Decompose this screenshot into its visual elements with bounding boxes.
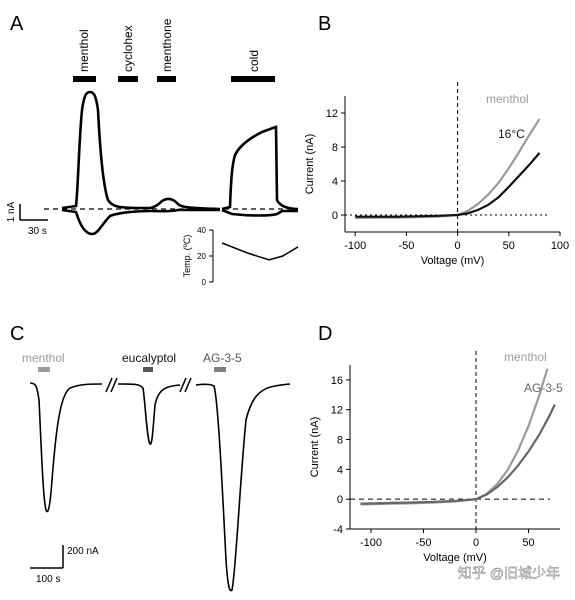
x-tick-label: 0 [455, 240, 461, 252]
x-tick-label: -50 [398, 240, 414, 252]
axis-break-mark [105, 377, 118, 393]
stimulus-bar-eucalyptol [143, 367, 153, 372]
panel-d: -4 0 4 8 12 16 -100 -50 0 50 Voltage (mV) Current (… [309, 350, 563, 564]
x-axis-label: Voltage (mV) [423, 552, 487, 564]
x-tick-label: -100 [360, 537, 382, 549]
series-label: AG-3-5 [524, 381, 563, 395]
current-scale-label: 200 nA [67, 546, 99, 557]
panel-c: menthol eucalyptol AG-3-5 200 nA 100 s [22, 351, 291, 592]
current-scale-label: 1 nA [6, 201, 17, 222]
x-tick-label: -100 [344, 240, 366, 252]
panel-d-letter: D [318, 323, 332, 345]
panel-a-letter: A [10, 13, 24, 35]
x-tick-label: 100 [551, 240, 569, 252]
stimulus-label-cyclohex: cyclohex [121, 25, 135, 72]
y-tick-label: 12 [331, 405, 343, 417]
cold-outward-trace [221, 125, 299, 211]
x-tick-label: 50 [522, 537, 534, 549]
menthol-current-trace [29, 382, 103, 513]
menthol-inward-trace [61, 208, 220, 236]
y-tick-label: 12 [326, 108, 338, 120]
stimulus-bar-menthol [73, 76, 96, 82]
watermark-text: 知乎 @旧城少年 [458, 565, 560, 581]
y-tick-label: 8 [332, 142, 338, 154]
time-scale-label: 100 s [36, 574, 60, 585]
stimulus-bar-menthone [157, 76, 176, 82]
series-line-menthol [360, 368, 549, 506]
panel-b: 0 4 8 12 -100 -50 0 50 100 Voltage (mV) Current (n… [304, 82, 569, 267]
menthol-outward-trace [61, 90, 221, 211]
temperature-trace [221, 242, 299, 261]
y-tick-label: 4 [332, 176, 338, 188]
series-label: menthol [486, 92, 529, 106]
series-label: 16°C [498, 127, 525, 141]
series-label: menthol [504, 350, 547, 364]
cold-inward-trace [221, 208, 298, 217]
x-tick-label: -50 [416, 537, 432, 549]
x-tick-label: 50 [503, 240, 515, 252]
panel-b-letter: B [318, 13, 331, 35]
y-tick-label: 16 [331, 375, 343, 387]
temperature-tick-label: 20 [197, 252, 206, 261]
stimulus-label-cold: cold [247, 50, 261, 72]
y-tick-label: 0 [332, 210, 338, 222]
stimulus-bar-cold [231, 76, 275, 82]
y-axis-label: Current (nA) [304, 134, 316, 195]
temperature-tick-label: 40 [197, 226, 206, 235]
x-tick-label: 0 [473, 537, 479, 549]
series-line-ag-3-5 [360, 404, 556, 505]
y-tick-label: -4 [333, 524, 343, 536]
stimulus-label-menthol: menthol [77, 29, 91, 72]
stimulus-label-eucalyptol: eucalyptol [122, 351, 176, 365]
stimulus-label-ag-3-5: AG-3-5 [203, 351, 242, 365]
stimulus-label-menthone: menthone [160, 18, 174, 72]
y-axis-label: Current (nA) [309, 417, 321, 478]
stimulus-label-menthol: menthol [22, 351, 65, 365]
y-tick-label: 4 [337, 464, 343, 476]
y-tick-label: 0 [337, 494, 343, 506]
panel-c-letter: C [10, 323, 24, 345]
eucalyptol-current-trace [117, 383, 181, 445]
x-axis-label: Voltage (mV) [421, 255, 485, 267]
stimulus-bar-menthol [38, 367, 50, 372]
axis-break-mark [179, 377, 192, 393]
stimulus-bar-cyclohex [118, 76, 138, 82]
series-line-16-c [355, 152, 541, 218]
temperature-axis-label: Temp. (ºC) [182, 235, 192, 278]
temperature-tick-label: 0 [202, 278, 207, 287]
y-tick-label: 8 [337, 435, 343, 447]
panel-a: menthol cyclohex menthone cold 1 nA 30 s… [6, 18, 299, 287]
stimulus-bar-ag-3-5 [214, 367, 226, 372]
time-scale-label: 30 s [28, 226, 47, 237]
ag-3-5-current-trace [195, 383, 291, 592]
